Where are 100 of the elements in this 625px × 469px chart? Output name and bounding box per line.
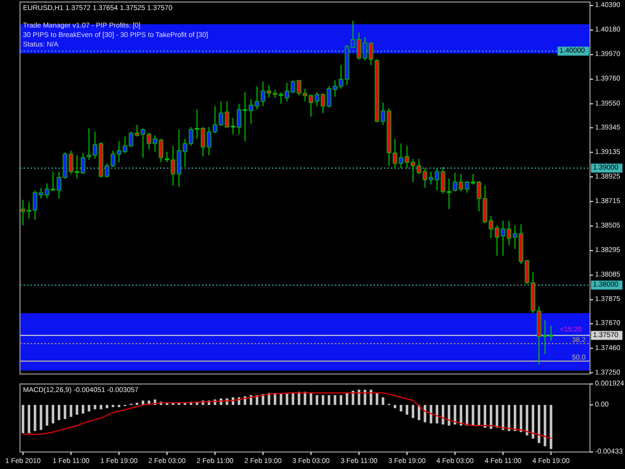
candlestick xyxy=(506,220,512,246)
bar xyxy=(340,395,342,405)
candlestick xyxy=(68,150,74,174)
bar xyxy=(106,404,108,408)
candlestick xyxy=(404,145,410,169)
bar xyxy=(100,404,102,410)
bar xyxy=(490,404,492,429)
candlestick xyxy=(524,260,530,284)
candlestick xyxy=(428,171,434,185)
candlestick xyxy=(284,82,290,102)
bar xyxy=(322,395,324,405)
bar xyxy=(412,404,414,418)
bar xyxy=(94,404,96,410)
candlestick xyxy=(140,128,146,158)
candlestick xyxy=(80,152,86,174)
bar xyxy=(502,404,504,430)
bar xyxy=(22,404,24,434)
bar xyxy=(460,404,462,426)
candlestick xyxy=(188,126,194,146)
candlestick xyxy=(266,84,272,98)
bar xyxy=(310,392,312,405)
bar xyxy=(382,397,384,405)
candlestick xyxy=(86,128,92,160)
bar xyxy=(286,392,288,405)
bar xyxy=(352,390,354,405)
bar xyxy=(376,392,378,405)
candlestick xyxy=(122,136,128,154)
bar xyxy=(394,404,396,408)
candlestick xyxy=(56,171,62,200)
bar xyxy=(484,404,486,428)
candlestick xyxy=(356,32,362,60)
candlestick xyxy=(44,182,50,200)
bar xyxy=(538,404,540,443)
bar xyxy=(442,404,444,424)
candlestick xyxy=(176,129,182,188)
candlestick xyxy=(362,36,368,61)
bar xyxy=(52,404,54,424)
bar xyxy=(544,404,546,446)
bar xyxy=(262,394,264,405)
candlestick xyxy=(446,178,452,210)
candlestick xyxy=(128,131,134,148)
bar xyxy=(448,404,450,426)
bar xyxy=(514,404,516,432)
bar xyxy=(70,404,72,417)
candlestick xyxy=(110,150,116,168)
candlestick xyxy=(368,42,374,66)
candlestick xyxy=(482,185,488,224)
candlestick xyxy=(320,92,326,114)
bar xyxy=(478,404,480,426)
bar xyxy=(64,404,66,420)
candlestick xyxy=(326,86,332,108)
bar xyxy=(40,404,42,430)
candlestick xyxy=(254,86,260,110)
bar xyxy=(550,404,552,449)
bar xyxy=(292,392,294,405)
bar xyxy=(34,404,36,432)
candlestick xyxy=(146,132,152,150)
candlestick xyxy=(200,126,206,157)
bar xyxy=(472,404,474,426)
candlestick xyxy=(248,98,254,124)
candlestick xyxy=(32,190,38,220)
candlestick xyxy=(308,94,314,118)
candlestick xyxy=(236,103,242,135)
candlestick xyxy=(134,124,140,138)
candlestick xyxy=(476,180,482,212)
candlestick xyxy=(20,199,26,226)
candlestick xyxy=(494,224,500,256)
candlestick xyxy=(38,188,44,200)
candlestick xyxy=(170,145,176,186)
candlestick xyxy=(206,126,212,156)
bar xyxy=(82,404,84,414)
candlestick xyxy=(260,81,266,107)
candlestick xyxy=(350,20,356,48)
bar xyxy=(76,404,78,415)
candlestick xyxy=(398,143,404,169)
bar xyxy=(88,404,90,412)
candlestick xyxy=(278,92,284,104)
bar xyxy=(304,392,306,405)
line-series xyxy=(22,392,552,439)
bar xyxy=(508,404,510,432)
bar xyxy=(334,395,336,405)
bar xyxy=(112,404,114,408)
bar xyxy=(280,392,282,405)
candlestick xyxy=(500,220,506,256)
bar xyxy=(358,390,360,405)
candlestick xyxy=(224,100,230,128)
bar xyxy=(268,392,270,405)
bar xyxy=(364,390,366,405)
bar xyxy=(496,404,498,428)
candlestick xyxy=(392,138,398,169)
bar xyxy=(466,404,468,426)
candlestick xyxy=(116,140,122,163)
candlestick xyxy=(296,80,302,96)
bar xyxy=(346,392,348,405)
candlestick xyxy=(290,80,296,94)
bar xyxy=(298,392,300,405)
candlestick xyxy=(158,138,164,163)
bar xyxy=(28,404,30,434)
candlestick xyxy=(152,134,158,152)
bar xyxy=(424,404,426,422)
